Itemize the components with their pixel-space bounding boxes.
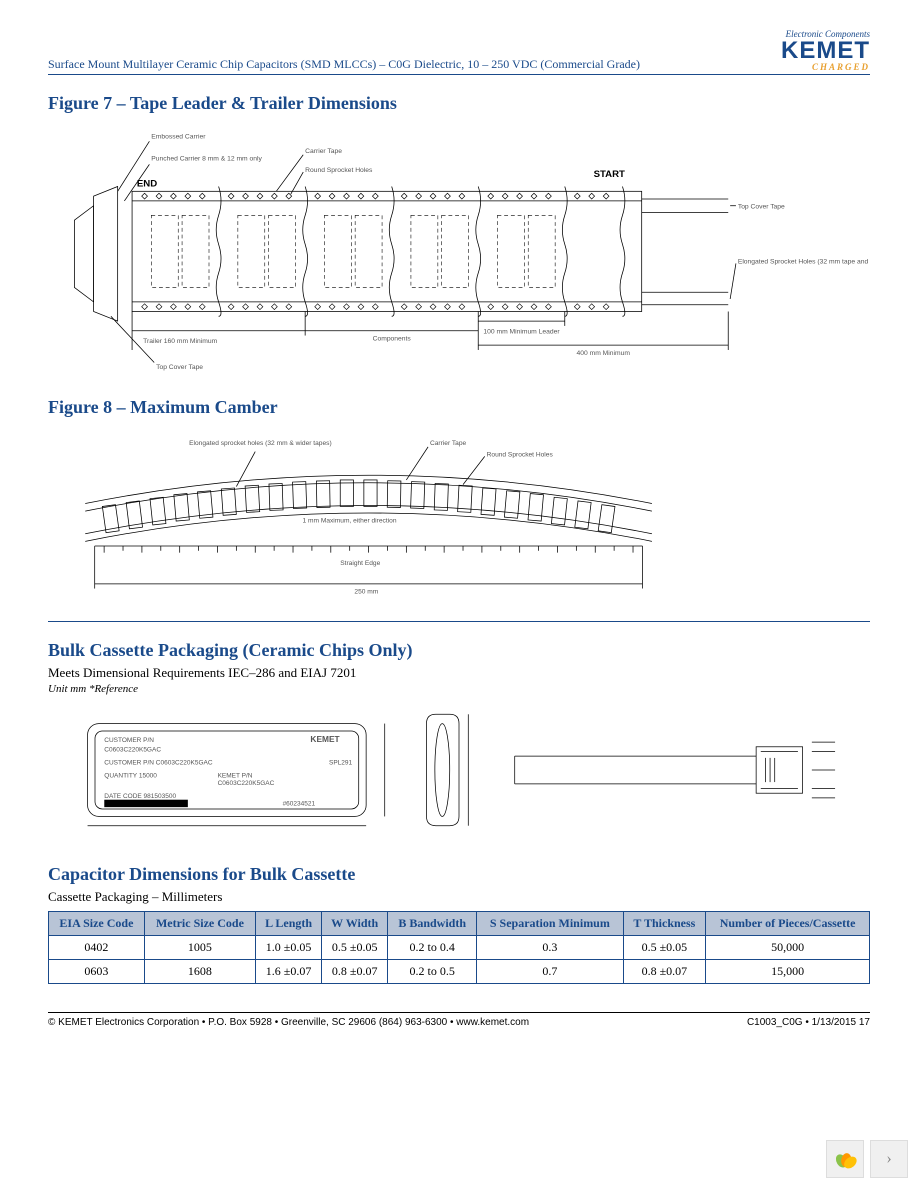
table-row: 0603 1608 1.6 ±0.07 0.8 ±0.07 0.2 to 0.5… [49, 960, 870, 984]
petal-icon [833, 1147, 857, 1171]
page-header: Surface Mount Multilayer Ceramic Chip Ca… [48, 30, 870, 75]
figure-8-title: Figure 8 – Maximum Camber [48, 397, 870, 418]
svg-text:DATE CODE 981503500: DATE CODE 981503500 [104, 793, 176, 800]
logo-tagline-sub: CHARGED [781, 63, 870, 72]
label-top-cover: Top Cover Tape [738, 204, 785, 211]
col-thickness: T Thickness [623, 912, 706, 936]
svg-text:KEMET: KEMET [310, 734, 339, 744]
label-carrier-tape-8: Carrier Tape [430, 440, 467, 447]
footer-right: C1003_C0G • 1/13/2015 17 [747, 1017, 870, 1028]
svg-text:C0603C220K5GAC: C0603C220K5GAC [104, 746, 161, 753]
bulk-cassette-unit: Unit mm *Reference [48, 683, 870, 695]
header-title: Surface Mount Multilayer Ceramic Chip Ca… [48, 57, 640, 72]
label-carrier-tape: Carrier Tape [305, 148, 342, 155]
table-row: 0402 1005 1.0 ±0.05 0.5 ±0.05 0.2 to 0.4… [49, 936, 870, 960]
label-punched: Punched Carrier 8 mm & 12 mm only [151, 156, 262, 163]
label-elongated-8: Elongated sprocket holes (32 mm & wider … [189, 440, 332, 447]
nav-corner: › [826, 1140, 908, 1178]
figure-7-title: Figure 7 – Tape Leader & Trailer Dimensi… [48, 93, 870, 114]
section-divider [48, 621, 870, 622]
label-start: START [594, 169, 625, 180]
label-round-sprocket-8: Round Sprocket Holes [487, 451, 554, 458]
label-round-sprocket: Round Sprocket Holes [305, 167, 373, 174]
figure-7-diagram: .lbl{font:9px Arial;fill:#000;} .lblb{fo… [48, 124, 870, 374]
svg-text:CUSTOMER P/N C0603C220K5GAC: CUSTOMER P/N C0603C220K5GAC [104, 759, 213, 766]
page-footer: © KEMET Electronics Corporation • P.O. B… [48, 1012, 870, 1028]
logo-text: KEMET [781, 39, 870, 63]
figure-8-diagram: .lbl{font:9px Arial;fill:#000;} .thin{st… [48, 428, 689, 598]
footer-left: © KEMET Electronics Corporation • P.O. B… [48, 1017, 529, 1028]
label-max-camber: 1 mm Maximum, either direction [302, 517, 396, 524]
bulk-cassette-subtitle: Meets Dimensional Requirements IEC–286 a… [48, 665, 870, 681]
col-width: W Width [322, 912, 388, 936]
svg-text:QUANTITY 15000: QUANTITY 15000 [104, 772, 157, 779]
label-straight-edge: Straight Edge [340, 560, 380, 567]
chevron-right-icon: › [886, 1150, 891, 1168]
col-eia: EIA Size Code [49, 912, 145, 936]
col-pieces: Number of Pieces/Cassette [706, 912, 870, 936]
label-end: END [137, 179, 157, 190]
label-400mm: 400 mm Minimum [577, 350, 631, 357]
label-top-cover-2: Top Cover Tape [156, 364, 203, 371]
svg-text:KEMET P/N: KEMET P/N [218, 772, 253, 779]
next-page-button[interactable]: › [870, 1140, 908, 1178]
label-elongated: Elongated Sprocket Holes (32 mm tape and… [738, 258, 870, 265]
svg-text:SPL291: SPL291 [329, 759, 353, 766]
bulk-cassette-diagram: .thin{stroke:#000;stroke-width:0.8;fill:… [48, 705, 870, 835]
bulk-cassette-title: Bulk Cassette Packaging (Ceramic Chips O… [48, 640, 870, 661]
dimensions-subtitle: Cassette Packaging – Millimeters [48, 889, 870, 905]
col-length: L Length [256, 912, 322, 936]
label-embossed: Embossed Carrier [151, 133, 206, 140]
kemet-logo: Electronic Components KEMET CHARGED [781, 30, 870, 72]
label-components: Components [373, 335, 412, 342]
col-bandwidth: B Bandwidth [388, 912, 477, 936]
svg-text:C0603C220K5GAC: C0603C220K5GAC [218, 780, 275, 787]
label-min-leader: 100 mm Minimum Leader [483, 329, 560, 336]
label-trailer: Trailer 160 mm Minimum [143, 338, 217, 345]
dimensions-title: Capacitor Dimensions for Bulk Cassette [48, 864, 870, 885]
table-header-row: EIA Size Code Metric Size Code L Length … [49, 912, 870, 936]
svg-text:CUSTOMER P/N: CUSTOMER P/N [104, 737, 154, 744]
dimensions-table: EIA Size Code Metric Size Code L Length … [48, 911, 870, 984]
col-separation: S Separation Minimum [477, 912, 624, 936]
nav-logo-button[interactable] [826, 1140, 864, 1178]
label-250mm: 250 mm [354, 588, 378, 595]
svg-text:#60234521: #60234521 [283, 800, 316, 807]
col-metric: Metric Size Code [144, 912, 255, 936]
